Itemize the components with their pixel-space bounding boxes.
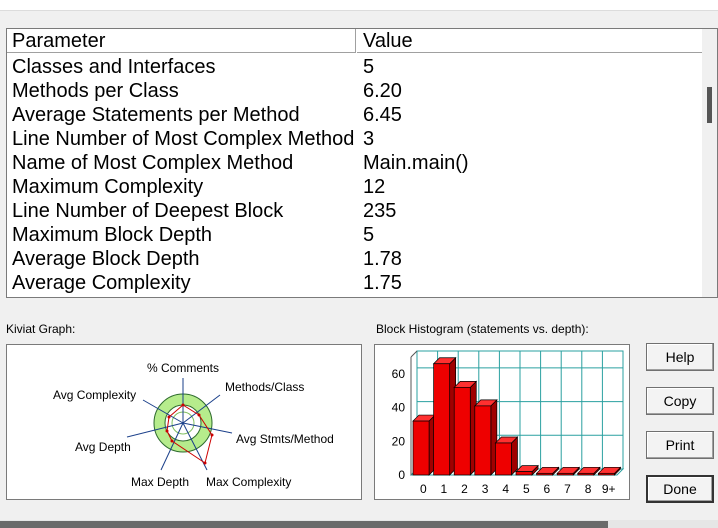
histogram-bar [536, 472, 554, 476]
histogram-y-tick-label: 60 [392, 367, 406, 381]
histogram-bar [598, 472, 615, 476]
histogram-x-tick-label: 2 [461, 482, 468, 496]
table-row[interactable]: Average Block Depth 1.78 [7, 247, 702, 271]
histogram-bar [495, 442, 512, 476]
histogram-bar [412, 420, 430, 476]
histogram-x-tick-label: 3 [482, 482, 489, 496]
histogram-bar [453, 386, 471, 476]
column-header-value[interactable]: Value [357, 29, 702, 53]
histogram-y-tick-label: 0 [398, 468, 405, 482]
table-row[interactable]: Average Complexity 1.75 [7, 271, 702, 295]
done-button[interactable]: Done [646, 475, 714, 503]
kiviat-axis-avg-stmts: Avg Stmts/Method [236, 432, 334, 446]
kiviat-axis-comments: % Comments [147, 361, 220, 375]
histogram-bar [433, 363, 451, 476]
table-row[interactable]: Methods per Class 6.20 [7, 79, 702, 103]
histogram-axis-edge [410, 350, 418, 358]
table-row[interactable]: Maximum Complexity 12 [7, 175, 702, 199]
kiviat-graph: % Comments Methods/Class Avg Stmts/Metho… [6, 344, 362, 500]
table-row[interactable]: Name of Most Complex Method Main.main() [7, 151, 702, 175]
table-row[interactable]: Average Statements per Method 6.45 [7, 103, 702, 127]
value-cell: Main.main() [363, 152, 469, 174]
histogram-x-tick-label: 8 [585, 482, 592, 496]
histogram-x-tick-label: 7 [564, 482, 571, 496]
parameter-cell: Methods per Class [12, 80, 179, 102]
kiviat-axis-avg-complexity: Avg Complexity [53, 388, 137, 402]
bottom-scroll-thumb[interactable] [0, 521, 608, 528]
kiviat-label: Kiviat Graph: [6, 322, 76, 336]
value-cell: 12 [363, 176, 386, 198]
table-rows: Classes and Interfaces 5 Methods per Class… [7, 55, 702, 295]
parameter-cell: Line Number of Most Complex Method [12, 128, 355, 150]
value-cell: 1.78 [363, 248, 402, 270]
parameter-cell: Name of Most Complex Method [12, 152, 294, 174]
vertical-scrollbar[interactable] [702, 29, 717, 297]
table-row[interactable]: Line Number of Most Complex Method 3 [7, 127, 702, 151]
kiviat-point [167, 415, 171, 419]
histogram-x-tick-label: 0 [420, 482, 427, 496]
kiviat-point [165, 429, 169, 433]
kiviat-point [197, 413, 201, 417]
parameter-cell: Average Statements per Method [12, 104, 300, 126]
parameter-cell: Average Block Depth [12, 248, 200, 270]
help-button[interactable]: Help [646, 343, 714, 371]
kiviat-drawing [126, 378, 233, 471]
kiviat-polygon [166, 404, 213, 464]
value-cell: 3 [363, 128, 375, 150]
histogram-x-tick-label: 4 [502, 482, 509, 496]
kiviat-axis-line [126, 422, 184, 438]
kiviat-point [210, 433, 214, 437]
histogram-x-tick-label: 9+ [602, 482, 616, 496]
kiviat-axis-line [142, 399, 184, 424]
copy-button[interactable]: Copy [646, 387, 714, 415]
parameter-cell: Line Number of Deepest Block [12, 200, 284, 222]
histogram-y-tick-label: 40 [392, 401, 406, 415]
histogram-label: Block Histogram (statements vs. depth): [376, 322, 589, 336]
table-row[interactable]: Maximum Block Depth 5 [7, 223, 702, 247]
histogram-bar [577, 472, 595, 476]
histogram-bar [474, 405, 492, 476]
value-cell: 6.45 [363, 104, 402, 126]
column-header-parameter[interactable]: Parameter [7, 29, 356, 53]
histogram-bar [515, 471, 533, 476]
kiviat-point [170, 439, 174, 443]
value-cell: 235 [363, 200, 397, 222]
kiviat-axis-methods-class: Methods/Class [225, 380, 305, 394]
kiviat-axis-max-depth: Max Depth [131, 475, 190, 489]
kiviat-axis-avg-depth: Avg Depth [75, 440, 131, 454]
histogram-bar-side [511, 436, 518, 476]
value-cell: 1.75 [363, 272, 402, 294]
value-cell: 5 [363, 224, 375, 246]
value-cell: 6.20 [363, 80, 402, 102]
parameter-cell: Average Complexity [12, 272, 191, 294]
metrics-table[interactable]: Parameter Value Classes and Interfaces 5 M… [6, 28, 718, 298]
parameter-cell: Maximum Block Depth [12, 224, 213, 246]
kiviat-point [181, 403, 185, 407]
print-button[interactable]: Print [646, 431, 714, 459]
parameter-cell: Classes and Interfaces [12, 56, 216, 78]
histogram-x-tick-label: 1 [441, 482, 448, 496]
value-cell: 5 [363, 56, 375, 78]
histogram-y-tick-label: 20 [392, 434, 406, 448]
parameter-cell: Maximum Complexity [12, 176, 204, 198]
table-row[interactable]: Classes and Interfaces 5 [7, 55, 702, 79]
title-bar-remnant [0, 0, 718, 11]
kiviat-axis-line [182, 394, 221, 424]
kiviat-axis-max-complexity: Max Complexity [206, 475, 292, 489]
table-row[interactable]: Line Number of Deepest Block 235 [7, 199, 702, 223]
histogram-bar [556, 472, 574, 476]
kiviat-point [203, 461, 207, 465]
kiviat-axis-line [160, 422, 184, 471]
vertical-scroll-thumb[interactable] [707, 87, 712, 123]
histogram-x-tick-label: 6 [544, 482, 551, 496]
block-histogram: 0 20 40 60 0 1 2 3 4 5 6 7 8 9+ [374, 344, 630, 500]
histogram-x-tick-label: 5 [523, 482, 530, 496]
